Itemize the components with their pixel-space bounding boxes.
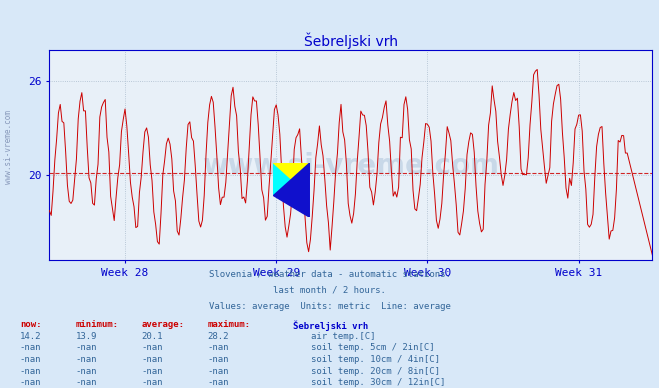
Text: -nan: -nan	[208, 343, 229, 352]
Polygon shape	[273, 163, 310, 217]
Text: www.si-vreme.com: www.si-vreme.com	[4, 111, 13, 184]
Text: soil temp. 20cm / 8in[C]: soil temp. 20cm / 8in[C]	[311, 367, 440, 376]
Text: -nan: -nan	[76, 367, 98, 376]
Text: -nan: -nan	[20, 355, 42, 364]
Text: -nan: -nan	[142, 343, 163, 352]
Text: last month / 2 hours.: last month / 2 hours.	[273, 286, 386, 295]
Text: soil temp. 30cm / 12in[C]: soil temp. 30cm / 12in[C]	[311, 378, 445, 387]
Text: Šebreljski vrh: Šebreljski vrh	[293, 320, 368, 331]
Text: -nan: -nan	[76, 343, 98, 352]
Text: 20.1: 20.1	[142, 332, 163, 341]
Text: now:: now:	[20, 320, 42, 329]
Text: 13.9: 13.9	[76, 332, 98, 341]
Title: Šebreljski vrh: Šebreljski vrh	[304, 33, 398, 49]
Text: -nan: -nan	[208, 378, 229, 387]
Text: www.si-vreme.com: www.si-vreme.com	[202, 152, 500, 180]
Text: average:: average:	[142, 320, 185, 329]
Text: maximum:: maximum:	[208, 320, 250, 329]
Text: -nan: -nan	[20, 367, 42, 376]
Text: -nan: -nan	[76, 355, 98, 364]
Text: -nan: -nan	[208, 355, 229, 364]
Text: -nan: -nan	[142, 355, 163, 364]
Text: minimum:: minimum:	[76, 320, 119, 329]
Text: -nan: -nan	[76, 378, 98, 387]
Text: -nan: -nan	[208, 367, 229, 376]
Text: Slovenia / weather data - automatic stations.: Slovenia / weather data - automatic stat…	[208, 270, 451, 279]
Text: 14.2: 14.2	[20, 332, 42, 341]
Text: soil temp. 5cm / 2in[C]: soil temp. 5cm / 2in[C]	[311, 343, 435, 352]
Text: -nan: -nan	[20, 378, 42, 387]
Text: Values: average  Units: metric  Line: average: Values: average Units: metric Line: aver…	[208, 302, 451, 311]
Text: 28.2: 28.2	[208, 332, 229, 341]
Polygon shape	[273, 163, 291, 196]
Text: -nan: -nan	[142, 378, 163, 387]
Text: -nan: -nan	[142, 367, 163, 376]
Text: air temp.[C]: air temp.[C]	[311, 332, 376, 341]
Polygon shape	[273, 163, 310, 179]
Text: -nan: -nan	[20, 343, 42, 352]
Text: soil temp. 10cm / 4in[C]: soil temp. 10cm / 4in[C]	[311, 355, 440, 364]
